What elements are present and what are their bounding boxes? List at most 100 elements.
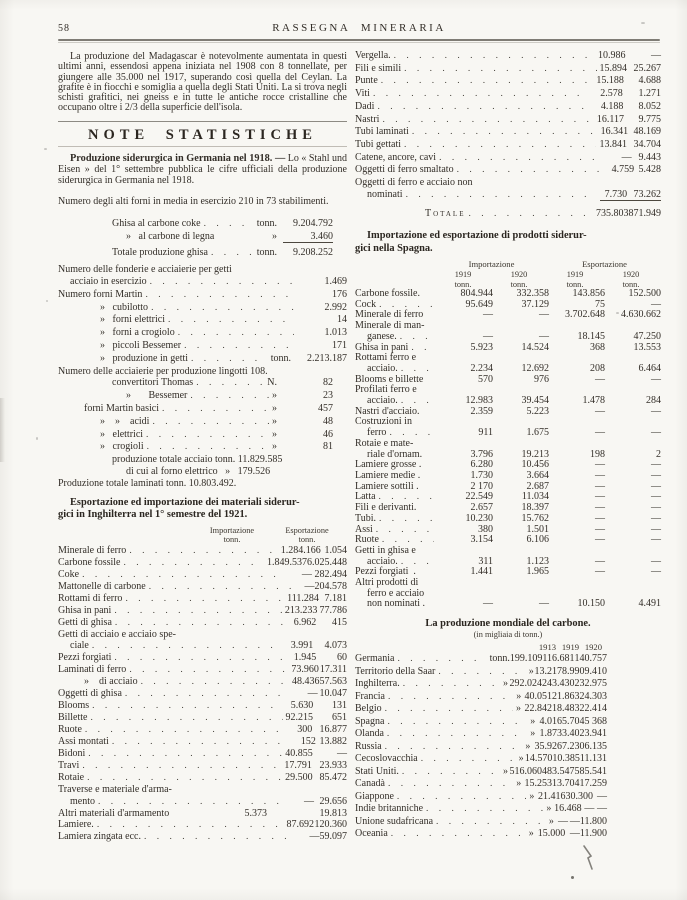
spagna-heading-line2: gici nella Spagna. xyxy=(355,242,433,254)
export-1920-value: 4.630.662 xyxy=(621,309,661,321)
dot-leader xyxy=(394,50,595,63)
export-value: 651 xyxy=(332,712,347,724)
row-label: Cock xyxy=(355,298,377,310)
row-label: Altri prodotti di xyxy=(355,577,419,589)
import-1919-value: 6.280 xyxy=(470,459,494,471)
row-label: Rottami ferro e xyxy=(355,352,417,364)
dot-leader xyxy=(373,88,589,101)
total-import-value: 735.803 xyxy=(596,208,629,220)
export-value: 25.267 xyxy=(633,62,662,74)
export-value: 4.073 xyxy=(324,639,348,651)
dot-leader xyxy=(438,666,525,679)
export-1920-value: — xyxy=(651,298,661,310)
export-value: 131 xyxy=(331,700,347,712)
dot-leader xyxy=(129,664,288,676)
country-label: Germania xyxy=(355,653,395,665)
export-value: 17.311 xyxy=(319,663,347,675)
table-row: Costruzioni in xyxy=(355,417,661,428)
export-value: 9.443 xyxy=(638,151,662,163)
year-label: 1920 xyxy=(622,270,640,280)
import-value: 15.188 xyxy=(596,75,624,87)
table-row: Ruote 3.154 6.106 — — xyxy=(355,534,661,546)
export-value: 59.097 xyxy=(319,830,348,842)
stat-value: 176 xyxy=(332,288,347,300)
unit-label: » xyxy=(528,828,534,840)
stat-label: Produzione totale laminati tonn. 10.803.… xyxy=(58,477,237,489)
import-value: 4.188 xyxy=(600,100,624,112)
export-1919-value: — xyxy=(595,512,605,524)
stat-label: forni Martin basici xyxy=(84,402,159,414)
value-1920: 6.135 xyxy=(584,740,608,752)
dot-leader xyxy=(436,816,546,829)
dot-leader xyxy=(439,152,605,165)
uk-import-column-header: Importazione tonn. xyxy=(197,526,267,545)
stat-label: convertitori Thomas xyxy=(112,377,194,389)
dot-leader xyxy=(124,557,265,569)
stat-label: Numero delle fonderie e acciaierie per g… xyxy=(58,264,232,276)
row-label: Getti in ghisa e xyxy=(355,544,416,556)
year-label: 1919 xyxy=(454,270,472,280)
stat-label: » piccoli Bessemer xyxy=(100,339,182,351)
value-1920: 22.414 xyxy=(579,703,608,715)
spagna-group-headers: Importazione Esportazione xyxy=(355,259,661,269)
export-value: 77.786 xyxy=(319,604,348,616)
export-1920-value: 284 xyxy=(646,395,661,407)
dot-leader xyxy=(388,691,513,704)
import-value: 1.284.166 xyxy=(280,544,321,556)
stat-line: » Bessemer » 23 xyxy=(58,390,333,403)
dot-leader xyxy=(376,525,434,536)
stat-line: Numero delle fonderie e acciaierie per g… xyxy=(58,264,347,276)
table-row: non nominati . — — 10.150 4.491 xyxy=(355,599,661,610)
germania-body: Lo « Stahl und Eisen » del 1° settembre … xyxy=(58,153,347,187)
table-row: Tubi laminati 16.341 48.169 xyxy=(355,126,661,139)
export-1920-value: 13.553 xyxy=(633,341,662,353)
row-label: Mattonelle di carbone xyxy=(58,580,146,592)
row-label: Rottami di ferro xyxy=(58,592,123,604)
row-label: Oggetti di ferro smaltato xyxy=(355,164,454,176)
row-label: Fili e derivanti. xyxy=(355,502,417,514)
table-row: Travi 17.791 23.933 xyxy=(58,760,347,772)
row-label: Coke xyxy=(58,568,80,580)
spagna-export-group-label: Esportazione xyxy=(582,259,627,270)
stat-value: 2.992 xyxy=(324,301,348,313)
row-label: Carbone fossile. xyxy=(355,288,420,300)
year-label: 1913 xyxy=(538,642,557,653)
value-1919: 116.681 xyxy=(542,653,575,665)
unit-label: » xyxy=(528,665,534,677)
unit-label: tonn. xyxy=(489,653,510,665)
stat-label: » produzione in getti xyxy=(100,352,189,364)
stat-unit: » xyxy=(272,428,277,440)
dot-leader xyxy=(146,429,269,442)
import-1920-value: 18.397 xyxy=(521,502,550,514)
table-row: Getti di ghisa 6.962 415 xyxy=(58,617,347,629)
country-label: Belgio xyxy=(355,703,382,715)
row-label: Minerale di ferro xyxy=(355,309,424,321)
import-1920-value: 14.524 xyxy=(521,341,550,353)
row-label: Altri materiali d'armamento xyxy=(58,807,170,819)
country-label: Olanda xyxy=(355,728,384,740)
dot-leader xyxy=(412,126,598,139)
spagna-year-headers: 1919 tonn. 1920 tonn. 1919 tonn. 1920 tonn. xyxy=(355,270,661,289)
row-label: Tubi. xyxy=(355,512,377,524)
import-value: 7.730 xyxy=(600,189,628,202)
section-divider-rule xyxy=(58,120,347,123)
row-label: Traverse e materiale d'arma- xyxy=(58,784,172,796)
stat-line: » cubilotto 2.992 xyxy=(58,302,347,315)
value-1919: 30.300 xyxy=(565,790,593,802)
value-1913: 22.842 xyxy=(524,703,553,715)
dot-leader xyxy=(114,605,282,617)
export-1920-value: — xyxy=(651,469,661,481)
row-label: Ghisa in pani xyxy=(58,604,112,616)
header-rule xyxy=(58,39,660,43)
value-1920: 585.541 xyxy=(574,765,608,777)
row-label: Punte xyxy=(355,75,378,87)
row-label: acciaio. xyxy=(367,395,398,407)
country-label: Territorio della Saar xyxy=(355,665,436,677)
pen-ink-mark xyxy=(583,845,593,870)
row-label: Assi xyxy=(355,523,373,535)
unit-label: » xyxy=(503,765,508,777)
